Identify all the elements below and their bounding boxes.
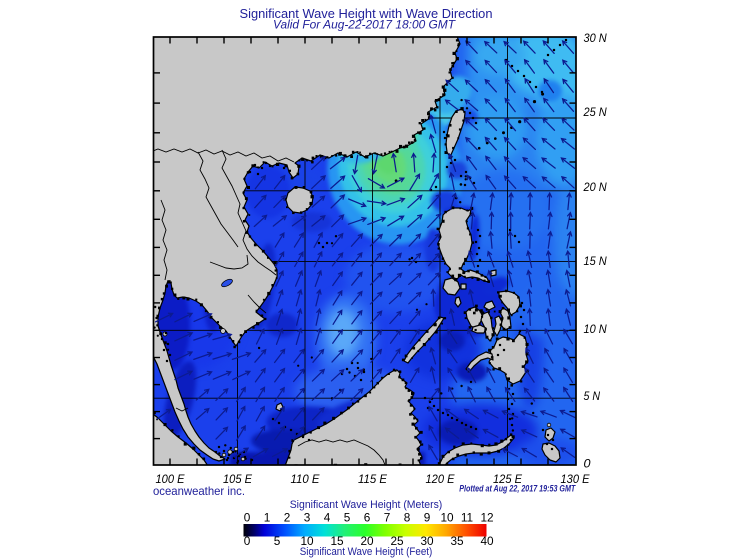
svg-text:15: 15 <box>330 534 344 548</box>
svg-text:5 N: 5 N <box>584 389 601 403</box>
svg-text:20: 20 <box>360 534 374 548</box>
svg-text:10: 10 <box>300 534 314 548</box>
svg-text:130 E: 130 E <box>561 472 590 486</box>
svg-text:5: 5 <box>274 534 281 548</box>
svg-text:25 N: 25 N <box>583 105 608 119</box>
svg-text:15 N: 15 N <box>584 254 608 268</box>
svg-text:100 E: 100 E <box>156 472 185 486</box>
svg-text:0: 0 <box>244 534 251 548</box>
svg-text:0: 0 <box>244 511 251 525</box>
svg-text:115 E: 115 E <box>358 472 387 486</box>
svg-text:25: 25 <box>390 534 404 548</box>
svg-text:35: 35 <box>450 534 464 548</box>
svg-text:105 E: 105 E <box>223 472 252 486</box>
svg-text:7: 7 <box>384 511 391 525</box>
svg-text:1: 1 <box>264 511 271 525</box>
svg-text:Significant Wave Height with W: Significant Wave Height with Wave Direct… <box>240 6 493 21</box>
svg-text:11: 11 <box>461 511 473 525</box>
svg-text:12: 12 <box>480 511 493 525</box>
svg-text:30: 30 <box>420 534 434 548</box>
svg-text:8: 8 <box>404 511 411 525</box>
svg-text:oceanweather inc.: oceanweather inc. <box>153 484 245 498</box>
svg-text:5: 5 <box>344 511 351 525</box>
svg-text:10: 10 <box>440 511 454 525</box>
svg-text:110 E: 110 E <box>291 472 320 486</box>
svg-text:3: 3 <box>304 511 311 525</box>
svg-text:9: 9 <box>424 511 431 525</box>
svg-text:6: 6 <box>364 511 371 525</box>
svg-text:Valid For Aug-22-2017 18:00 GM: Valid For Aug-22-2017 18:00 GMT <box>273 18 456 32</box>
svg-text:Plotted at Aug 22, 2017 19:53: Plotted at Aug 22, 2017 19:53 GMT <box>459 484 576 494</box>
svg-text:2: 2 <box>284 511 291 525</box>
svg-text:20 N: 20 N <box>583 180 608 194</box>
svg-text:Significant Wave Height (Feet): Significant Wave Height (Feet) <box>300 546 433 558</box>
svg-text:125 E: 125 E <box>493 472 522 486</box>
svg-text:0: 0 <box>584 457 591 471</box>
svg-text:40: 40 <box>480 534 494 548</box>
svg-text:30 N: 30 N <box>584 31 608 45</box>
svg-text:10 N: 10 N <box>584 322 608 336</box>
svg-text:4: 4 <box>324 511 331 525</box>
svg-text:Significant Wave Height (Meter: Significant Wave Height (Meters) <box>290 499 443 511</box>
svg-text:120 E: 120 E <box>426 472 455 486</box>
